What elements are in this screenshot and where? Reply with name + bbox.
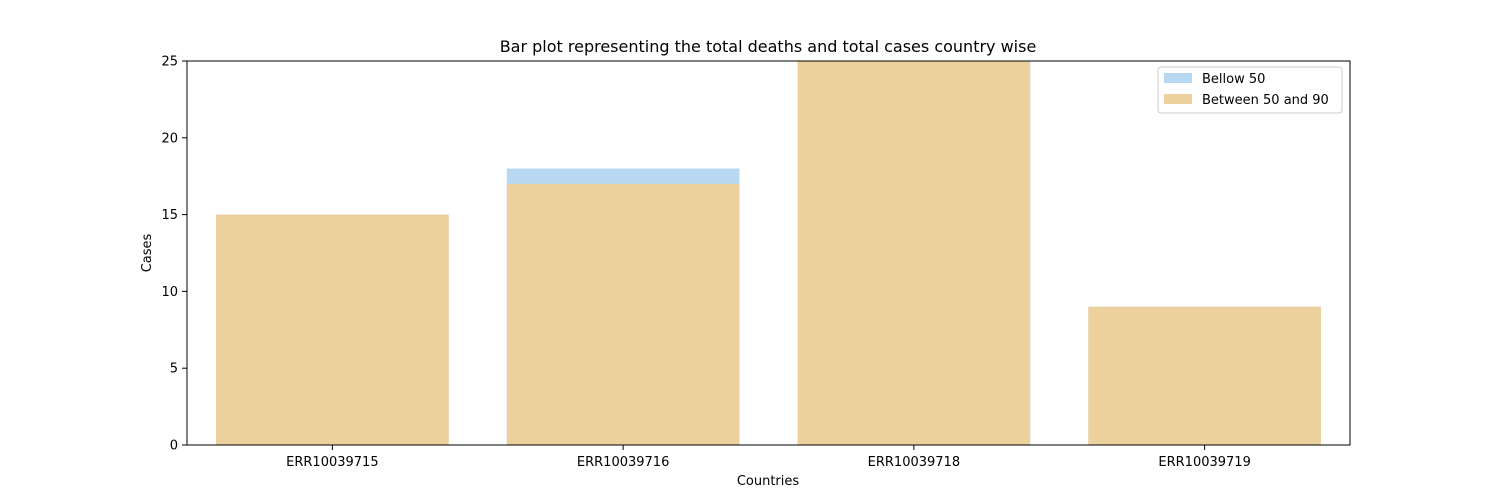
- bar-between-50-and-90-err10039718: [797, 61, 1031, 445]
- bars-layer: [216, 61, 1321, 445]
- y-tick-label-15: 15: [161, 208, 178, 223]
- bar-between-50-and-90-err10039716: [506, 183, 740, 445]
- legend: Bellow 50 Between 50 and 90: [1157, 66, 1343, 114]
- chart-title: Bar plot representing the total deaths a…: [500, 37, 1037, 56]
- x-tick-label-err10039719: ERR10039719: [1158, 455, 1250, 470]
- plot-frame: [186, 60, 1351, 446]
- x-tick-label-err10039716: ERR10039716: [577, 455, 669, 470]
- x-axis: ERR10039715 ERR10039716 ERR10039718 ERR1003…: [286, 445, 1251, 470]
- x-tick-label-err10039718: ERR10039718: [868, 455, 960, 470]
- legend-swatch-bellow-50: [1164, 73, 1192, 83]
- y-axis: 0 5 10 15 20 25: [161, 55, 187, 454]
- legend-label-between-50-and-90: Between 50 and 90: [1202, 93, 1329, 108]
- x-tick-label-err10039715: ERR10039715: [286, 455, 378, 470]
- y-axis-label: Cases: [140, 233, 155, 272]
- y-tick-label-10: 10: [161, 285, 178, 300]
- bar-between-50-and-90-err10039715: [216, 214, 449, 445]
- y-tick-label-20: 20: [161, 131, 178, 146]
- bar-between-50-and-90-err10039719: [1088, 306, 1321, 445]
- legend-box: [1157, 66, 1343, 114]
- y-tick-label-5: 5: [170, 362, 178, 377]
- legend-swatch-between-50-and-90: [1164, 94, 1192, 104]
- y-tick-label-0: 0: [170, 439, 178, 454]
- y-tick-label-25: 25: [161, 55, 178, 70]
- legend-label-bellow-50: Bellow 50: [1202, 72, 1265, 87]
- x-axis-label: Countries: [737, 474, 800, 489]
